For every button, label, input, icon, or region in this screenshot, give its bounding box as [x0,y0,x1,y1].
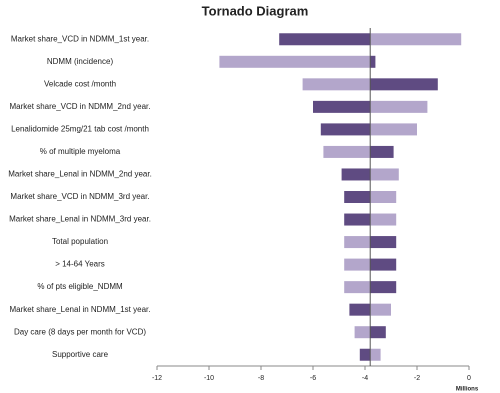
y-tick-label: Market share_Lenal in NDMM_2nd year. [8,170,152,179]
bar [344,258,371,271]
y-tick-label: Market share_Lenal in NDMM_3rd year. [9,215,151,224]
bar [344,191,371,203]
bar [344,236,371,249]
bar [279,33,371,46]
bar [313,100,371,113]
y-tick-label: Market share_VCD in NDMM_3rd year. [10,192,149,201]
bar [349,303,371,316]
bar [354,326,371,339]
bar [370,236,397,249]
bar [302,78,371,91]
x-tick-label: -12 [152,375,162,382]
bar [370,348,381,361]
bar [359,348,371,361]
bar [219,55,371,68]
y-tick-label: Market share_Lenal in NDMM_1st year. [10,305,151,314]
y-tick-label: Velcade cost /month [44,79,116,88]
x-tick-label: -8 [258,375,264,382]
y-tick-label: Market share_VCD in NDMM_2nd year. [10,102,151,111]
y-tick-label: NDMM (incidence) [47,57,114,66]
y-tick-label: Lenalidomide 25mg/21 tab cost /month [11,125,149,134]
y-tick-label: Market share_VCD in NDMM_1st year. [11,34,149,43]
bar [323,145,371,158]
bar [370,168,399,181]
bar [344,213,371,226]
bar [341,168,371,181]
bar [370,100,428,113]
x-axis-label: Millions [456,387,479,393]
x-tick-label: -10 [204,375,214,382]
bar [370,213,397,226]
x-tick-label: -2 [414,375,420,382]
bar [370,258,397,271]
bar [344,281,371,294]
bar [370,123,417,136]
x-tick-label: -6 [310,375,316,382]
y-tick-label: Total population [52,237,108,246]
bar [370,33,462,46]
x-tick-label: -4 [362,375,368,382]
bar [370,191,397,203]
chart-title: Tornado Diagram [202,3,309,18]
bar [320,123,371,136]
y-tick-label: > 14-64 Years [55,260,105,269]
bar [370,78,438,91]
bar [370,55,376,68]
y-tick-label: % of pts eligible_NDMM [37,282,123,291]
y-tick-label: % of multiple myeloma [40,147,121,156]
y-tick-label: Supportive care [52,350,109,359]
y-tick-label: Day care (8 days per month for VCD) [14,327,146,336]
bar [370,303,391,316]
bar [370,326,386,339]
bar [370,145,394,158]
x-tick-label: 0 [467,375,471,382]
bar [370,281,397,294]
